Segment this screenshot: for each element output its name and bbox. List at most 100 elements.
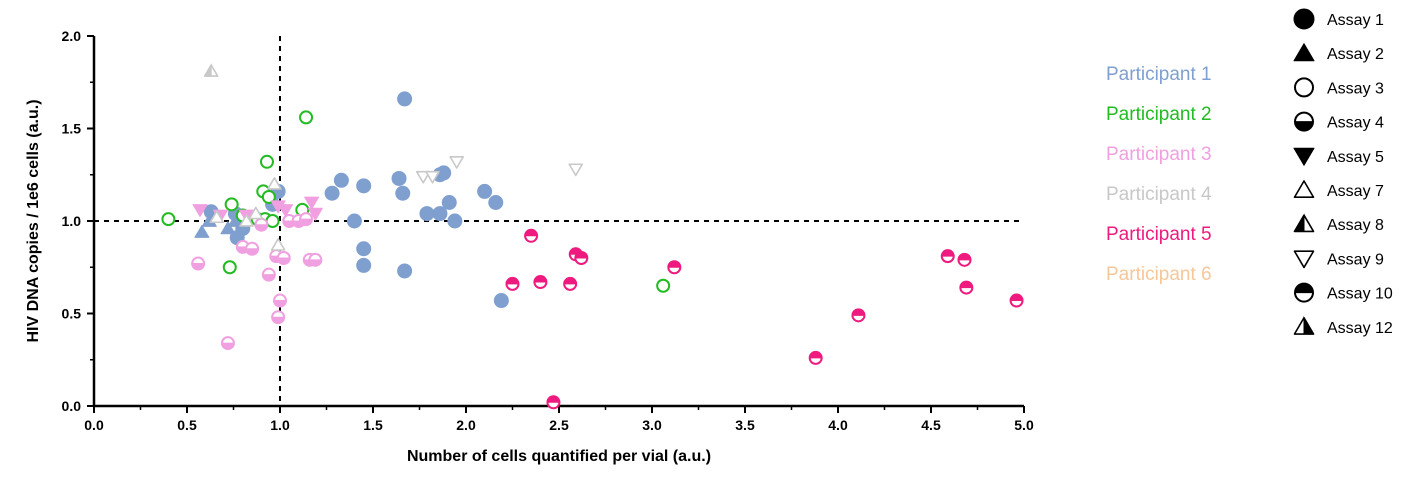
assay-legend-marker — [1293, 180, 1315, 199]
data-point — [356, 257, 372, 273]
data-point — [851, 308, 866, 323]
participant-legend-label: Participant 4 — [1106, 184, 1212, 205]
data-point — [356, 178, 372, 194]
data-point — [304, 196, 320, 210]
data-point — [273, 293, 287, 308]
data-point — [254, 217, 269, 232]
assay-legend-marker — [1293, 250, 1315, 269]
data-point — [220, 336, 235, 351]
data-point — [299, 212, 314, 227]
assay-legend-marker — [1293, 8, 1315, 30]
assay-legend-marker — [1293, 43, 1315, 62]
data-point — [261, 267, 276, 282]
data-point — [324, 185, 340, 201]
data-point — [1009, 293, 1024, 308]
data-point — [203, 63, 219, 77]
participant-legend-label: Participant 3 — [1106, 144, 1212, 165]
data-point — [194, 224, 210, 238]
data-point — [307, 207, 323, 221]
assay-legend-marker — [1294, 111, 1314, 132]
assay-legend-marker — [1293, 147, 1315, 166]
assay-legend-marker — [1293, 315, 1315, 335]
data-point — [959, 280, 974, 295]
data-point — [308, 252, 323, 267]
data-point — [391, 170, 407, 186]
y-tick-label: 0.0 — [62, 398, 82, 414]
data-point — [568, 163, 584, 177]
assay-legend-label: Assay 3 — [1327, 80, 1384, 97]
data-point — [259, 154, 274, 169]
data-point — [397, 263, 413, 279]
assay-legend-label: Assay 1 — [1327, 12, 1384, 29]
data-point — [656, 278, 671, 293]
assay-legend: Assay 1 Assay 2 Assay 3 Assay 4 Assay 5 Assay… — [1293, 8, 1393, 337]
data-point — [333, 172, 349, 188]
data-point — [397, 91, 413, 107]
assay-legend-label: Assay 2 — [1327, 46, 1384, 63]
data-point — [574, 251, 589, 265]
data-point — [248, 206, 264, 220]
data-point — [940, 249, 955, 264]
data-point — [395, 185, 411, 201]
data-point — [276, 251, 291, 265]
data-point — [425, 170, 440, 184]
x-tick-label: 1.5 — [363, 417, 383, 433]
x-tick-label: 1.0 — [270, 417, 290, 433]
data-point — [209, 210, 225, 224]
participant-legend-label: Participant 2 — [1106, 104, 1212, 125]
data-point — [505, 276, 520, 291]
y-axis-title: HIV DNA copies / 1e6 cells (a.u.) — [25, 99, 42, 342]
x-tick-label: 2.5 — [549, 417, 569, 433]
participant-legend-label: Participant 6 — [1106, 264, 1212, 285]
x-tick-label: 3.5 — [735, 417, 755, 433]
x-tick-label: 5.0 — [1014, 417, 1034, 433]
assay-legend-label: Assay 8 — [1327, 217, 1384, 234]
data-point — [415, 170, 431, 184]
y-tick-label: 1.5 — [62, 121, 82, 137]
x-tick-label: 4.0 — [828, 417, 848, 433]
x-axis-ticks: 0.0 0.5 1.0 1.5 2.0 2.5 3.0 3.5 4.0 4.5 5.0 — [84, 406, 1034, 433]
assay-legend-marker — [1294, 282, 1314, 303]
data-point — [271, 310, 286, 325]
data-point — [191, 256, 206, 271]
axes: 0.0 0.5 1.0 1.5 2.0 2.5 3.0 3.5 4.0 4.5 5.0 0.0 0.5… — [25, 28, 1034, 465]
assay-legend-label: Assay 5 — [1327, 149, 1384, 166]
x-tick-label: 3.0 — [642, 417, 662, 433]
assay-legend-label: Assay 9 — [1327, 251, 1384, 268]
participant-legend: Participant 1 Participant 2 Participant 3 P… — [1106, 64, 1212, 285]
data-point — [224, 197, 239, 212]
assay-legend-label: Assay 7 — [1327, 183, 1384, 200]
participant-legend-label: Participant 5 — [1106, 224, 1212, 245]
data-point — [477, 183, 493, 199]
data-point — [441, 195, 457, 210]
data-point — [270, 238, 286, 251]
x-tick-label: 0.0 — [84, 417, 104, 433]
data-point — [667, 260, 682, 275]
data-point — [346, 213, 362, 229]
data-point — [192, 204, 208, 218]
data-point — [449, 156, 465, 169]
data-point — [432, 206, 448, 222]
data-points — [161, 63, 1024, 410]
data-point — [278, 204, 294, 218]
data-point — [299, 110, 314, 125]
assay-legend-marker — [1293, 213, 1315, 233]
x-tick-label: 0.5 — [177, 417, 197, 433]
data-point — [261, 189, 276, 204]
x-tick-label: 2.0 — [456, 417, 476, 433]
x-tick-label: 4.5 — [921, 417, 941, 433]
data-point — [488, 195, 504, 210]
data-point — [563, 276, 578, 291]
data-point — [447, 213, 463, 229]
data-point — [267, 177, 282, 190]
data-point — [493, 293, 509, 309]
y-tick-label: 1.0 — [62, 213, 82, 229]
assay-legend-marker — [1294, 77, 1314, 98]
data-point — [524, 228, 539, 243]
data-point — [356, 241, 372, 257]
assay-legend-label: Assay 10 — [1327, 286, 1393, 303]
data-point — [222, 260, 237, 275]
y-tick-label: 0.5 — [62, 306, 82, 322]
